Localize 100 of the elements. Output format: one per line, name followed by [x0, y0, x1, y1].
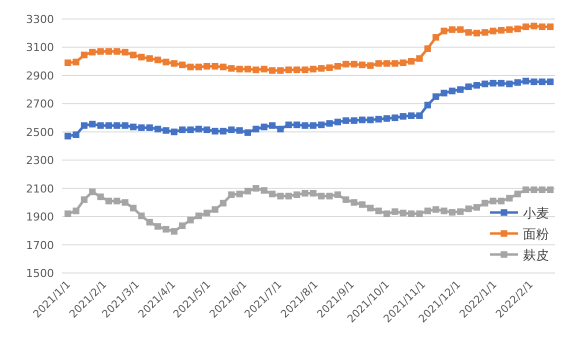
- point: [114, 48, 120, 55]
- y-tick-label: 3300: [26, 13, 54, 26]
- point: [187, 126, 194, 134]
- point: [294, 191, 300, 198]
- point: [236, 190, 243, 198]
- point: [105, 48, 112, 55]
- point: [244, 66, 252, 72]
- point: [342, 60, 350, 68]
- y-tick-label: 2700: [26, 98, 54, 111]
- point: [498, 26, 505, 34]
- point: [498, 80, 505, 87]
- point: [424, 45, 431, 52]
- point: [367, 204, 374, 212]
- point: [334, 191, 342, 198]
- point: [260, 66, 268, 72]
- point: [457, 86, 464, 93]
- y-tick-label: 1900: [26, 210, 54, 224]
- point: [154, 223, 162, 230]
- point: [310, 66, 316, 72]
- point: [400, 113, 406, 120]
- point: [310, 190, 316, 197]
- point: [416, 210, 423, 218]
- point: [220, 64, 227, 70]
- point: [268, 122, 276, 129]
- point: [383, 60, 390, 67]
- point: [408, 210, 415, 218]
- point: [408, 58, 415, 65]
- point: [522, 186, 530, 194]
- point: [514, 79, 521, 86]
- point: [212, 128, 218, 134]
- point: [285, 122, 292, 128]
- point: [375, 60, 382, 67]
- point: [392, 114, 398, 122]
- point: [220, 128, 227, 134]
- point: [302, 66, 308, 74]
- point: [236, 127, 243, 134]
- y-tick-label: 3100: [26, 41, 54, 54]
- point: [538, 186, 546, 194]
- point: [358, 62, 366, 68]
- point: [473, 204, 480, 211]
- point: [204, 126, 210, 134]
- point: [416, 112, 423, 119]
- point: [105, 198, 112, 204]
- point: [375, 116, 382, 122]
- point: [179, 62, 186, 68]
- point: [228, 65, 235, 72]
- point: [277, 126, 284, 132]
- point: [392, 60, 398, 67]
- point: [350, 117, 358, 124]
- point: [179, 126, 186, 134]
- point: [244, 188, 252, 194]
- point: [375, 208, 382, 214]
- point: [482, 80, 488, 88]
- point: [252, 126, 260, 132]
- point: [64, 210, 72, 218]
- point: [342, 117, 350, 124]
- point: [448, 209, 456, 216]
- point: [268, 190, 276, 198]
- point: [383, 210, 390, 218]
- y-tick-label: 2500: [26, 126, 54, 139]
- point: [170, 128, 178, 136]
- y-tick-label: 2100: [26, 182, 54, 196]
- point: [285, 192, 292, 200]
- point: [179, 222, 186, 230]
- point: [212, 62, 218, 70]
- point: [342, 196, 350, 203]
- point: [146, 124, 153, 131]
- point: [64, 132, 72, 140]
- point: [522, 78, 530, 84]
- point: [138, 212, 145, 220]
- point: [448, 26, 456, 33]
- point: [80, 196, 88, 203]
- point: [334, 118, 342, 126]
- point: [97, 194, 104, 200]
- point: [114, 122, 120, 129]
- point: [408, 112, 415, 119]
- point: [383, 115, 390, 122]
- point: [195, 212, 202, 220]
- point: [367, 116, 374, 124]
- point: [72, 131, 80, 138]
- point: [432, 93, 440, 100]
- point: [547, 186, 554, 194]
- point: [138, 124, 145, 131]
- point: [506, 80, 513, 88]
- point: [440, 90, 448, 96]
- point: [514, 190, 521, 198]
- point: [72, 208, 80, 214]
- point: [220, 200, 227, 206]
- point: [195, 126, 202, 132]
- point: [122, 48, 128, 56]
- point: [498, 198, 505, 204]
- point: [187, 216, 194, 224]
- point: [448, 88, 456, 94]
- point: [358, 116, 366, 124]
- point: [146, 218, 153, 226]
- point: [294, 66, 300, 74]
- point: [440, 28, 448, 34]
- point: [252, 185, 260, 192]
- point: [122, 122, 128, 129]
- point: [457, 26, 464, 33]
